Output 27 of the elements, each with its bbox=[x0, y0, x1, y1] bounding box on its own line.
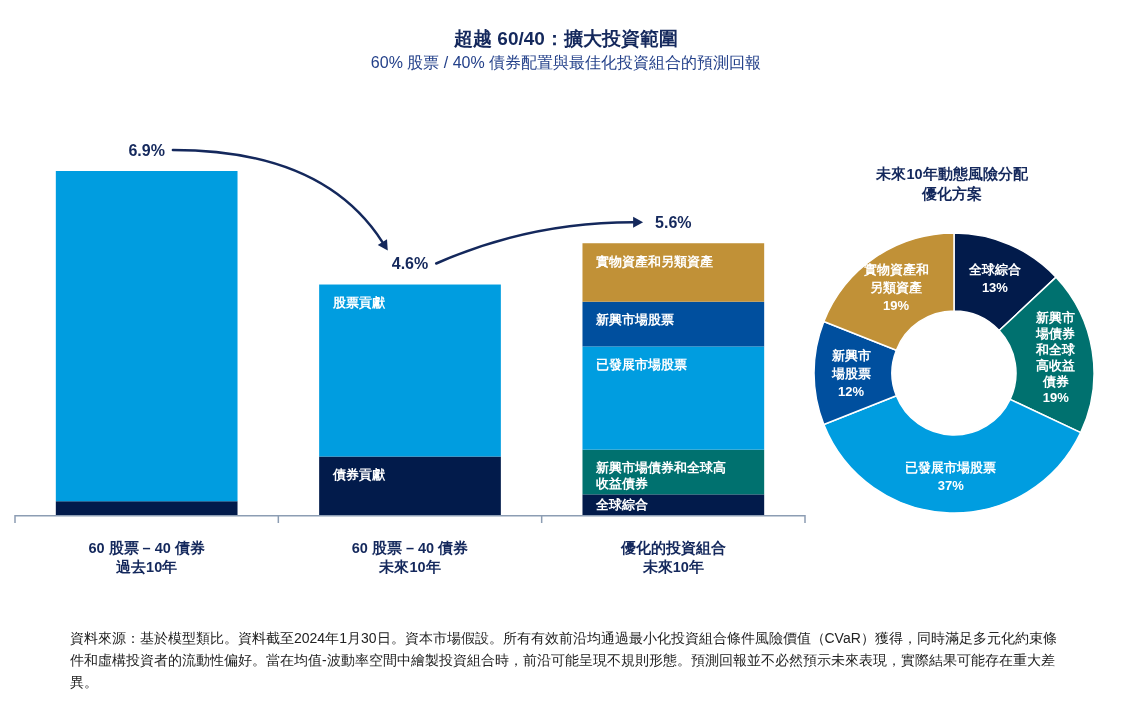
subtitle: 60% 股票 / 40% 債券配置與最佳化投資組合的預測回報 bbox=[370, 53, 762, 71]
segment-label: 股票貢獻 bbox=[333, 295, 386, 311]
segment-label: 新興市場股票 bbox=[596, 312, 675, 328]
slice-label: 新興市場股票 bbox=[831, 347, 871, 381]
slice-label: 全球綜合 bbox=[968, 262, 1021, 278]
slice-value: 12% bbox=[838, 383, 864, 399]
note-label: 4.6% bbox=[391, 255, 429, 273]
slice-value: 13% bbox=[981, 280, 1008, 296]
annotation: 資料來源：基於模型類比。資料截至2024年1月30日。資本市場假設。所有有效前沿均通過最小化投資組合條件風險價值（CVaR）獲得，同時滿足多元化約束條件和虛構投資者的流動性偏好。當在均值-波動率空間中繪製投資組合時，前沿可能呈現不規則形態。預測回報並不必然預示未來表現，實際結果可能存在重大差異。 bbox=[70, 630, 1057, 691]
segment-label: 新興市場債券和全球高收益債券 bbox=[596, 460, 727, 492]
category-label: 60 股票 – 40 債券未來10年 bbox=[351, 539, 469, 575]
slice-label: 已發展市場股票 bbox=[905, 459, 997, 475]
note-label: 5.6% bbox=[655, 214, 692, 231]
slice-value: 19% bbox=[883, 298, 910, 314]
title: 未來10年動態風險分配優化方案 bbox=[876, 166, 1028, 202]
segment-label: 實物資產和另類資產 bbox=[596, 253, 714, 269]
slice-label: 新興市場債券和全球高收益債券 bbox=[1036, 309, 1076, 389]
segment-label: 已發展市場股票 bbox=[596, 357, 688, 373]
segment-label: 全球綜合 bbox=[596, 497, 649, 513]
slice-value: 37% bbox=[937, 477, 964, 493]
category-label: 優化的投資組合未來10年 bbox=[620, 539, 726, 575]
slice-value: 19% bbox=[1042, 389, 1069, 405]
note-label: 6.9% bbox=[128, 141, 165, 159]
category-label: 60 股票 – 40 債券過去10年 bbox=[88, 539, 205, 575]
slice-label: 實物資產和另類資產 bbox=[863, 262, 929, 296]
title: 超越 60/40：擴大投資範圍 bbox=[454, 27, 678, 49]
segment-label: 債券貢獻 bbox=[333, 467, 386, 483]
